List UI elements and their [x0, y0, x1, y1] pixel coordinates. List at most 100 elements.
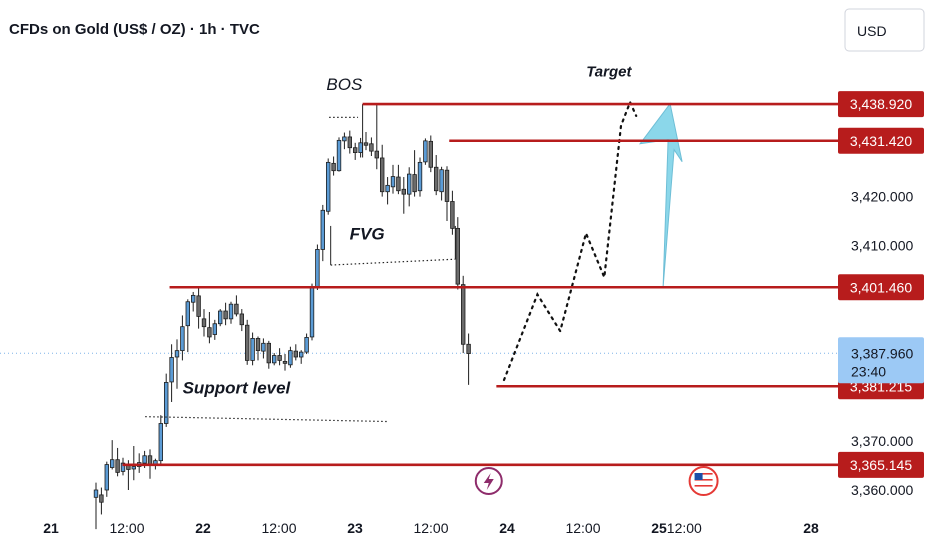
candle-body [185, 301, 190, 327]
candle [93, 482, 99, 530]
candle [363, 132, 369, 151]
price-axis: 3,438.9203,431.4203,401.4603,381.2153,36… [838, 91, 924, 498]
annotation-target: Target [586, 63, 632, 80]
x-tick-label: 12:00 [667, 520, 702, 536]
flag-circle [688, 466, 719, 496]
last-price-label: 3,387.960 [851, 345, 913, 361]
candle [196, 287, 201, 329]
x-tick-label: 12:00 [565, 520, 600, 536]
candle [342, 132, 347, 150]
candle-body [169, 357, 174, 383]
candle-body [439, 169, 444, 193]
price-badge: 3,401.460 [838, 274, 924, 301]
flag-stripe [694, 488, 713, 490]
flag-stripe [694, 482, 713, 484]
candle-body [207, 327, 212, 338]
currency-label: USD [857, 23, 887, 39]
price-badge: 3,431.420 [838, 127, 924, 154]
level-lines [122, 102, 838, 467]
candle [406, 167, 412, 207]
candle-body [158, 423, 163, 462]
candle [325, 158, 331, 215]
candle [444, 166, 450, 222]
candle-body [309, 287, 315, 338]
candle [331, 156, 336, 176]
us-flag-event-icon[interactable] [688, 466, 719, 496]
candle [104, 461, 109, 497]
chart-title: CFDs on Gold (US$ / OZ) · 1h · TVC [9, 21, 260, 38]
time-axis: 21 12:00 22 12:00 23 12:00 24 12:00 25 12:00 28 [43, 520, 819, 536]
candle-body [234, 303, 239, 315]
candle [169, 344, 174, 402]
candle-body [347, 136, 352, 149]
y-tick-label: 3,420.000 [851, 189, 913, 205]
candle-body [374, 150, 379, 159]
candle [131, 445, 136, 481]
candle [255, 336, 261, 361]
y-tick-label: 3,410.000 [851, 238, 913, 254]
candle [358, 137, 363, 158]
candle-body [320, 209, 325, 250]
candle-body [244, 324, 250, 361]
candle [282, 354, 288, 371]
candle [120, 457, 126, 476]
price-badge-bg [838, 274, 924, 301]
lightning-event-icon[interactable] [474, 467, 503, 495]
candle-body [460, 284, 466, 345]
candle [455, 217, 460, 290]
candle-body [358, 142, 363, 153]
flag-stripe [694, 479, 713, 481]
candle [223, 302, 228, 326]
candle [385, 177, 390, 205]
candle-body [315, 249, 320, 288]
candle [110, 440, 115, 470]
fvg-dotted-line [330, 258, 456, 266]
candle-body [196, 295, 201, 317]
candle [369, 137, 374, 157]
y-tick-label: 3,360.000 [851, 482, 913, 498]
candle-body [142, 455, 147, 464]
candle [266, 340, 271, 369]
y-tick-label: 3,370.000 [851, 433, 913, 449]
projection-path [502, 99, 638, 382]
candle [417, 157, 423, 197]
candle-body [255, 338, 261, 352]
currency-button[interactable]: USD [844, 8, 925, 52]
countdown-label: 23:40 [851, 363, 886, 379]
flag-stripe [694, 476, 713, 478]
candle [396, 164, 401, 195]
candle [412, 150, 417, 197]
price-badge: 3,438.920 [838, 91, 924, 118]
candle-body [266, 342, 271, 364]
candle [401, 177, 406, 214]
candle-body [444, 169, 450, 202]
candle [250, 332, 255, 366]
price-badge-bg [838, 127, 924, 154]
x-tick-label: 12:00 [413, 520, 448, 536]
candle-body [250, 338, 255, 361]
price-badge-label: 3,401.460 [850, 279, 912, 295]
candle-body [298, 351, 304, 358]
last-price-badge: 3,387.960 23:40 [838, 337, 924, 384]
candle-body [342, 136, 347, 142]
candle [293, 344, 298, 361]
candlestick-series [93, 103, 471, 530]
candle [315, 244, 320, 290]
candle-body [428, 140, 433, 168]
candle-body [201, 318, 207, 328]
x-tick-label: 22 [195, 520, 211, 536]
candle [433, 155, 439, 196]
candle [185, 299, 190, 353]
candle-body [325, 161, 331, 212]
candle-body [455, 227, 460, 285]
candle [239, 309, 244, 332]
candle-body [228, 303, 234, 320]
candle [234, 295, 239, 317]
candle-body [406, 173, 412, 195]
candle-body [131, 466, 136, 470]
candle [390, 164, 396, 194]
price-badge-label: 3,438.920 [850, 96, 912, 112]
candle [374, 103, 379, 170]
candle [379, 144, 385, 197]
